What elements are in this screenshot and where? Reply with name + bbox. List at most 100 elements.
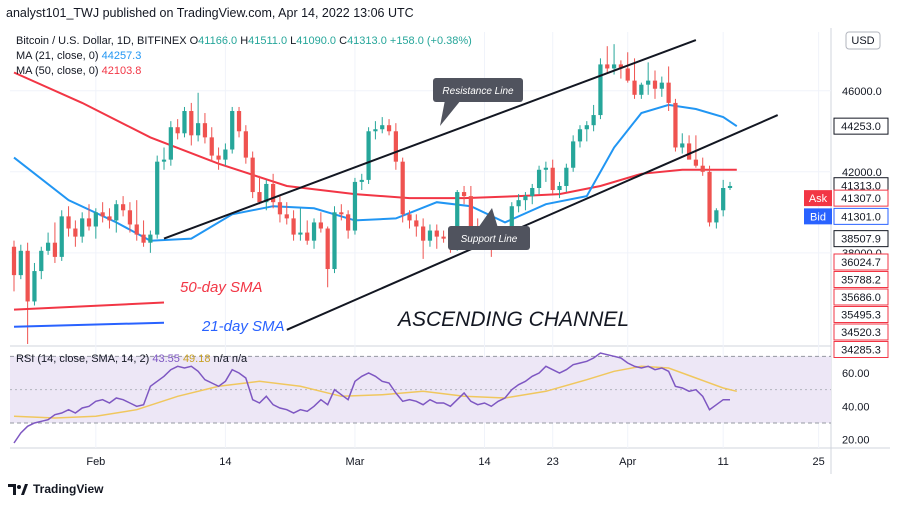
- candle-body: [591, 115, 596, 126]
- svg-text:35495.3: 35495.3: [841, 310, 881, 322]
- candle: [114, 200, 119, 233]
- candle-body: [148, 234, 153, 243]
- candle: [571, 135, 576, 172]
- candle-body: [66, 216, 71, 229]
- svg-text:Resistance Line: Resistance Line: [442, 86, 514, 97]
- candle: [11, 240, 17, 292]
- tradingview-footer[interactable]: TradingView: [8, 482, 103, 496]
- svg-text:44253.0: 44253.0: [841, 121, 881, 133]
- candle: [80, 212, 85, 243]
- candle-body: [223, 149, 228, 160]
- candle: [639, 82, 644, 99]
- candle-body: [577, 129, 583, 142]
- time-tick-label: Feb: [86, 456, 105, 468]
- candle: [73, 220, 78, 247]
- tradingview-logo-icon: [8, 483, 28, 495]
- candle-body: [175, 127, 180, 134]
- svg-text:Bid: Bid: [810, 211, 826, 223]
- candle: [421, 218, 426, 259]
- candle-body: [393, 131, 398, 162]
- candle-body: [386, 125, 392, 132]
- candle: [264, 179, 269, 211]
- candle: [673, 98, 678, 152]
- candle: [605, 46, 610, 73]
- candle-body: [100, 212, 105, 217]
- candle-body: [618, 64, 624, 69]
- candle-body: [557, 185, 562, 191]
- ma21-legend: MA (21, close, 0) 44257.3: [16, 50, 141, 62]
- candle: [461, 185, 467, 205]
- candle: [434, 224, 439, 249]
- bid-tag: Bid 41301.0: [804, 207, 889, 225]
- candle: [707, 165, 712, 227]
- candle-body: [359, 179, 364, 182]
- svg-text:35788.2: 35788.2: [841, 275, 881, 287]
- candle-body: [727, 185, 733, 188]
- candle-body: [141, 234, 146, 243]
- candle: [536, 165, 542, 195]
- candle-body: [509, 206, 514, 235]
- candle-body: [107, 216, 112, 221]
- candle-body: [400, 161, 405, 215]
- candle: [523, 192, 528, 211]
- footer-brand: TradingView: [33, 482, 104, 496]
- price-level-tag: 34285.3: [833, 341, 889, 358]
- candle-body: [707, 171, 712, 223]
- candle-body: [161, 159, 167, 162]
- candle: [305, 220, 310, 245]
- resistance-line: [163, 39, 697, 240]
- candle-body: [693, 159, 699, 166]
- candle: [427, 224, 433, 247]
- candle: [700, 157, 705, 176]
- candle: [516, 194, 521, 213]
- candle: [66, 206, 71, 237]
- low-tag: 38507.9: [833, 230, 889, 248]
- candle-body: [257, 192, 262, 203]
- candle-body: [196, 123, 201, 136]
- price-chart[interactable]: Resistance Line Support Line 50-day SMA 21-…: [8, 28, 890, 474]
- candle-body: [305, 232, 310, 241]
- candle: [386, 119, 392, 136]
- candle-body: [543, 167, 548, 170]
- candle: [189, 102, 194, 146]
- price-level-tag: 35788.2: [833, 271, 889, 288]
- candle-body: [352, 181, 358, 231]
- candle-body: [605, 64, 610, 69]
- candle: [325, 226, 330, 288]
- candle: [714, 208, 719, 229]
- candle-body: [250, 157, 255, 193]
- svg-text:41307.0: 41307.0: [841, 193, 881, 205]
- candle: [148, 230, 153, 253]
- candle-body: [168, 127, 173, 160]
- sma21-annotation: 21-day SMA: [201, 318, 285, 335]
- svg-text:34285.3: 34285.3: [841, 345, 881, 357]
- candle-body: [407, 214, 412, 221]
- candle-body: [18, 250, 23, 276]
- candle: [223, 143, 228, 166]
- candle-body: [673, 102, 678, 148]
- candle-body: [325, 228, 330, 270]
- price-level-tag: 34520.3: [833, 323, 889, 341]
- candle-body: [414, 220, 419, 227]
- candle: [291, 210, 296, 241]
- candle: [243, 125, 248, 164]
- candle-body: [93, 212, 98, 227]
- candle-body: [632, 80, 637, 95]
- candle-body: [721, 188, 726, 211]
- candle: [400, 157, 405, 223]
- candle: [32, 262, 37, 306]
- candle: [257, 175, 262, 205]
- candle: [598, 58, 603, 120]
- support-line: [286, 114, 779, 331]
- candle: [175, 119, 180, 140]
- candle: [659, 76, 664, 97]
- candle-body: [59, 216, 64, 257]
- time-tick-label: 14: [478, 456, 490, 468]
- svg-text:Support Line: Support Line: [461, 234, 518, 245]
- price-tick-label: 46000.0: [842, 86, 882, 98]
- candle-body: [127, 210, 133, 225]
- candle-body: [646, 80, 651, 85]
- candle: [550, 159, 555, 195]
- price-level-tag: 35495.3: [833, 306, 889, 323]
- candle: [155, 155, 160, 239]
